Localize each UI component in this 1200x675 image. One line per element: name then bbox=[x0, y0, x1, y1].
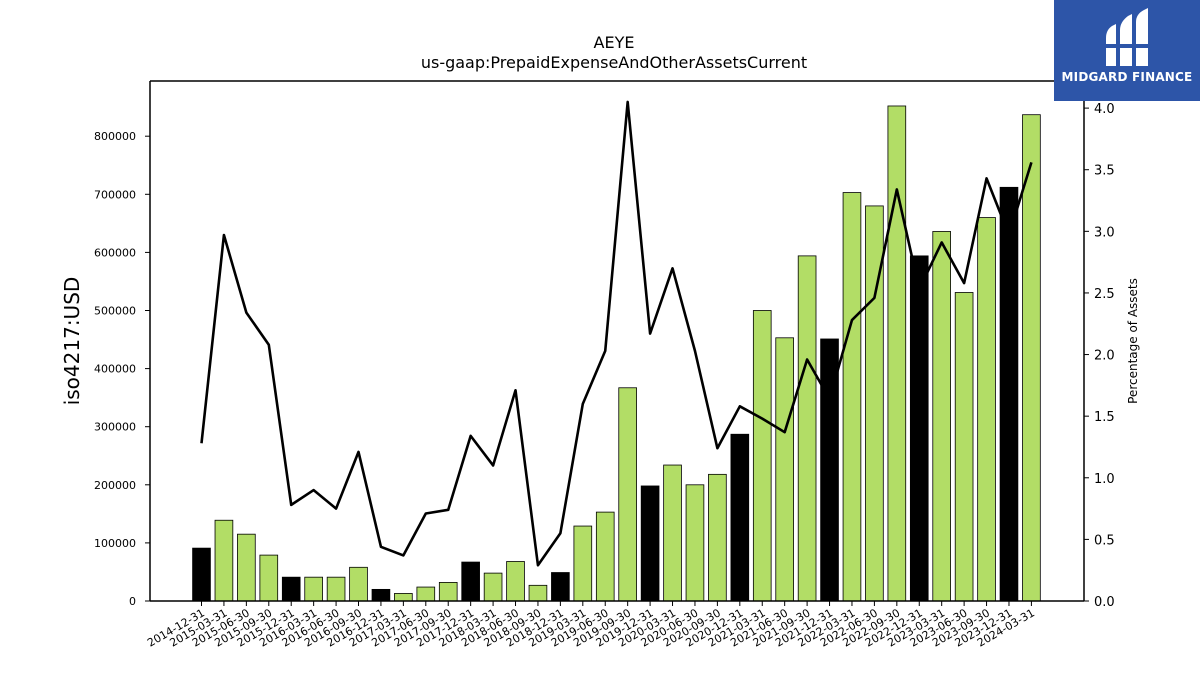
y-tick-label: 800000 bbox=[94, 130, 136, 143]
y2-tick-label: 0.5 bbox=[1094, 533, 1115, 548]
bar-2016-06-30 bbox=[326, 576, 346, 602]
chart-subtitle: us-gaap:PrepaidExpenseAndOtherAssetsCurr… bbox=[421, 53, 807, 72]
bar-2018-09-30 bbox=[528, 584, 548, 602]
y-tick-label: 500000 bbox=[94, 304, 136, 317]
y2-tick-label: 2.0 bbox=[1094, 349, 1115, 364]
brand-name: MIDGARD FINANCE bbox=[1061, 70, 1193, 84]
line-group bbox=[200, 100, 1033, 567]
bar-2019-09-30 bbox=[618, 387, 637, 602]
y-tick-label: 600000 bbox=[94, 246, 136, 259]
bar-2020-03-31 bbox=[663, 464, 682, 602]
bar-2017-09-30 bbox=[438, 582, 458, 602]
bar-2019-12-31 bbox=[640, 485, 660, 602]
chart-title: AEYE bbox=[594, 33, 635, 52]
bar-2020-12-31 bbox=[730, 433, 750, 602]
bar-2023-09-30 bbox=[977, 217, 996, 602]
y-tick-label: 400000 bbox=[94, 363, 136, 376]
bar-2018-03-31 bbox=[483, 572, 503, 602]
bar-2020-06-30 bbox=[685, 484, 705, 602]
y-tick-label: 700000 bbox=[94, 188, 136, 201]
y2-tick-label: 4.0 bbox=[1094, 102, 1115, 117]
bars-group bbox=[192, 105, 1041, 602]
bar-2015-03-31 bbox=[214, 519, 234, 602]
bar-2017-03-31 bbox=[394, 593, 413, 602]
bar-2015-06-30 bbox=[237, 533, 256, 602]
y-tick-label: 0 bbox=[129, 595, 136, 608]
bar-2016-12-31 bbox=[371, 588, 391, 602]
bar-2016-03-31 bbox=[304, 576, 323, 602]
bar-2023-06-30 bbox=[954, 292, 974, 602]
bar-2023-12-31 bbox=[999, 186, 1019, 602]
bar-2022-12-31 bbox=[909, 255, 929, 602]
bar-2017-06-30 bbox=[416, 586, 436, 602]
bar-2022-09-30 bbox=[887, 105, 907, 602]
bar-2024-03-31 bbox=[1022, 114, 1041, 602]
y2-tick-label: 3.5 bbox=[1094, 164, 1115, 179]
bar-2016-09-30 bbox=[349, 566, 368, 602]
brand-logo: MIDGARD FINANCE bbox=[1054, 0, 1200, 101]
bar-2014-12-31 bbox=[192, 547, 211, 602]
bar-2015-09-30 bbox=[259, 554, 279, 602]
bar-2019-06-30 bbox=[595, 511, 615, 602]
bar-2018-12-31 bbox=[551, 572, 570, 602]
midgard-logo-icon bbox=[1104, 8, 1150, 66]
bar-2019-03-31 bbox=[573, 525, 593, 602]
bar-2020-09-30 bbox=[708, 473, 727, 602]
bar-2021-06-30 bbox=[775, 337, 794, 602]
bar-2021-03-31 bbox=[752, 310, 772, 602]
bar-2015-12-31 bbox=[281, 576, 301, 602]
y-tick-label: 200000 bbox=[94, 479, 136, 492]
y2-axis-label: Percentage of Assets bbox=[1126, 278, 1140, 404]
axes-group: 0 100000 200000 300000 400000 500000 600000 700… bbox=[94, 80, 1115, 650]
y2-tick-label: 2.5 bbox=[1094, 287, 1115, 302]
y-axis-label: iso4217:USD bbox=[60, 277, 84, 406]
y2-tick-label: 1.0 bbox=[1094, 472, 1115, 487]
pct-assets-line bbox=[200, 100, 1033, 567]
y2-tick-label: 0.0 bbox=[1094, 595, 1115, 610]
bar-2022-03-31 bbox=[842, 192, 862, 602]
y-tick-label: 300000 bbox=[94, 421, 136, 434]
bar-2023-03-31 bbox=[932, 231, 951, 602]
bar-2021-09-30 bbox=[797, 255, 817, 602]
y2-tick-label: 1.5 bbox=[1094, 410, 1115, 425]
y2-tick-label: 3.0 bbox=[1094, 225, 1115, 240]
bar-2018-06-30 bbox=[506, 561, 525, 602]
y-tick-label: 100000 bbox=[94, 537, 136, 550]
bar-2017-12-31 bbox=[461, 561, 480, 602]
